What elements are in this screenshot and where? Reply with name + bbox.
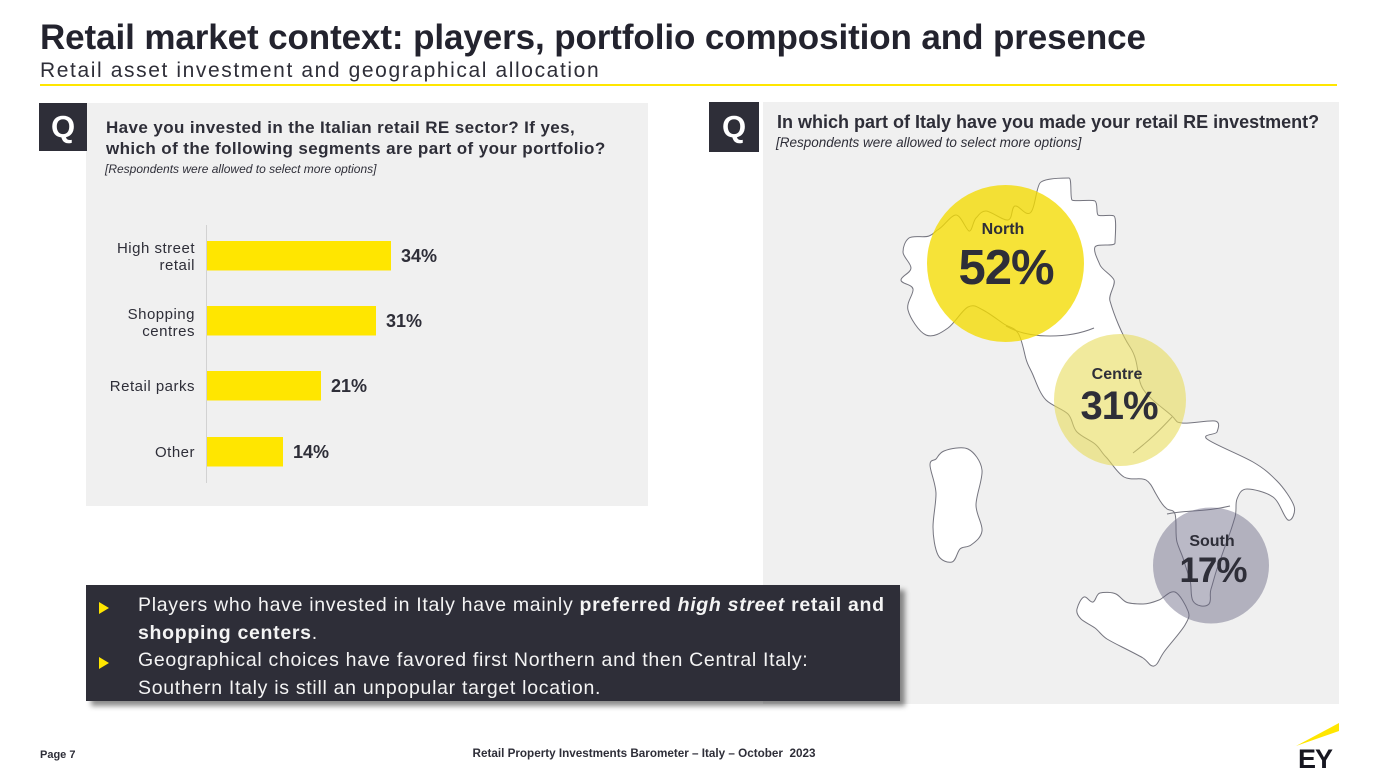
svg-text:21%: 21% (331, 376, 367, 396)
svg-text:North: North (982, 221, 1025, 238)
svg-text:High street: High street (117, 240, 195, 257)
svg-text:52%: 52% (958, 241, 1054, 295)
svg-text:Shopping: Shopping (128, 306, 195, 323)
svg-text:centres: centres (142, 323, 195, 340)
svg-text:EY: EY (1298, 744, 1333, 770)
svg-text:Retail parks: Retail parks (110, 378, 195, 395)
svg-text:31%: 31% (386, 311, 422, 331)
svg-text:31%: 31% (1080, 384, 1157, 428)
svg-text:retail: retail (159, 257, 195, 274)
svg-text:17%: 17% (1179, 551, 1247, 590)
svg-text:34%: 34% (401, 246, 437, 266)
svg-text:Other: Other (155, 444, 195, 461)
svg-text:South: South (1189, 533, 1234, 550)
svg-text:Centre: Centre (1092, 366, 1143, 383)
svg-text:14%: 14% (293, 442, 329, 462)
